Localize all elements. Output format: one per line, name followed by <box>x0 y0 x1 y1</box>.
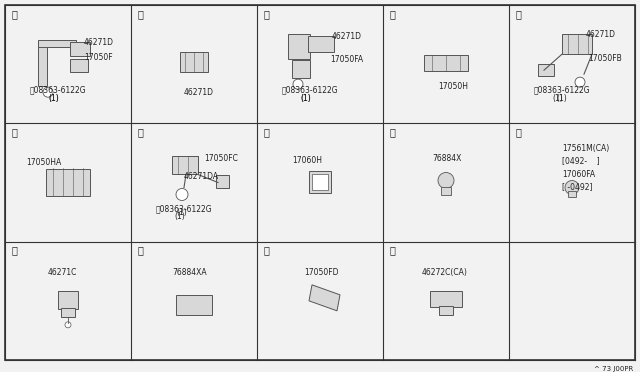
Text: (1): (1) <box>556 94 567 103</box>
Text: (1): (1) <box>552 94 563 103</box>
Text: ⓕ: ⓕ <box>12 127 18 137</box>
Text: ⓜ: ⓜ <box>264 246 270 256</box>
Text: 17050FA: 17050FA <box>330 55 363 64</box>
Text: [0492-    ]: [0492- ] <box>562 156 600 165</box>
Text: (1): (1) <box>300 94 311 103</box>
Text: 17050F: 17050F <box>84 53 113 62</box>
Text: 46271D: 46271D <box>84 38 114 46</box>
Text: 17050FC: 17050FC <box>204 154 238 163</box>
Circle shape <box>43 87 53 97</box>
Text: 46271D: 46271D <box>586 30 616 39</box>
Text: (1): (1) <box>174 212 185 221</box>
Text: ⓓ: ⓓ <box>390 9 396 19</box>
Bar <box>441 187 451 196</box>
Text: (1): (1) <box>176 208 187 217</box>
Text: 76884X: 76884X <box>432 154 461 163</box>
Circle shape <box>565 180 579 195</box>
Text: ⓑ: ⓑ <box>138 9 144 19</box>
Circle shape <box>65 322 71 328</box>
Text: Ⓢ08363-6122G: Ⓢ08363-6122G <box>30 86 86 94</box>
Text: 46271D: 46271D <box>184 88 214 97</box>
Bar <box>180 52 208 72</box>
Bar <box>46 169 90 196</box>
Text: ⓐ: ⓐ <box>12 9 18 19</box>
Text: (1): (1) <box>48 94 59 103</box>
Text: ⓗ: ⓗ <box>264 127 270 137</box>
Text: 17050FD: 17050FD <box>304 268 339 278</box>
Text: 76884XA: 76884XA <box>172 268 207 278</box>
Text: ^ 73 J00PR: ^ 73 J00PR <box>594 366 633 372</box>
Bar <box>562 34 592 54</box>
Circle shape <box>176 189 188 201</box>
Bar <box>61 308 75 317</box>
Bar <box>176 295 212 315</box>
Text: 17060FA: 17060FA <box>562 170 595 179</box>
Text: [ -0492]: [ -0492] <box>562 182 593 191</box>
Bar <box>439 306 453 315</box>
Polygon shape <box>309 285 340 311</box>
Text: ⓒ: ⓒ <box>264 9 270 19</box>
Bar <box>70 59 88 72</box>
Bar <box>288 34 310 59</box>
Text: Ⓢ08363-6122G: Ⓢ08363-6122G <box>156 204 212 213</box>
Text: 46271DA: 46271DA <box>184 172 219 181</box>
Bar <box>308 36 334 52</box>
Bar <box>58 291 78 309</box>
Bar <box>538 64 554 76</box>
Text: 46271D: 46271D <box>332 32 362 41</box>
Bar <box>38 42 47 86</box>
Bar <box>38 40 76 47</box>
Text: 46272C(CA): 46272C(CA) <box>422 268 468 278</box>
Text: ⓘ: ⓘ <box>390 127 396 137</box>
Circle shape <box>293 79 303 89</box>
Bar <box>309 171 331 193</box>
Bar <box>568 192 576 198</box>
Bar <box>312 174 328 190</box>
Text: Ⓢ08363-6122G: Ⓢ08363-6122G <box>282 86 339 94</box>
Text: 17050FB: 17050FB <box>588 54 621 62</box>
Bar <box>424 55 468 71</box>
Text: ⓚ: ⓚ <box>12 246 18 256</box>
Text: ⓝ: ⓝ <box>390 246 396 256</box>
Text: (1): (1) <box>48 94 59 103</box>
Text: 17050H: 17050H <box>438 82 468 91</box>
Bar <box>430 291 462 307</box>
Text: ⓖ: ⓖ <box>138 127 144 137</box>
Text: 17561M(CA): 17561M(CA) <box>562 144 609 153</box>
Text: (1): (1) <box>300 94 311 103</box>
Bar <box>70 42 90 56</box>
Text: Ⓢ08363-6122G: Ⓢ08363-6122G <box>534 86 591 94</box>
Text: 17060H: 17060H <box>292 156 322 165</box>
Text: ⓙ: ⓙ <box>516 127 522 137</box>
Circle shape <box>438 173 454 189</box>
Text: ⓛ: ⓛ <box>138 246 144 256</box>
Text: 17050HA: 17050HA <box>26 158 61 167</box>
Bar <box>292 60 310 78</box>
Bar <box>172 157 198 174</box>
Text: ⓔ: ⓔ <box>516 9 522 19</box>
Bar <box>216 176 229 189</box>
Circle shape <box>575 77 585 87</box>
Text: 46271C: 46271C <box>48 268 77 278</box>
